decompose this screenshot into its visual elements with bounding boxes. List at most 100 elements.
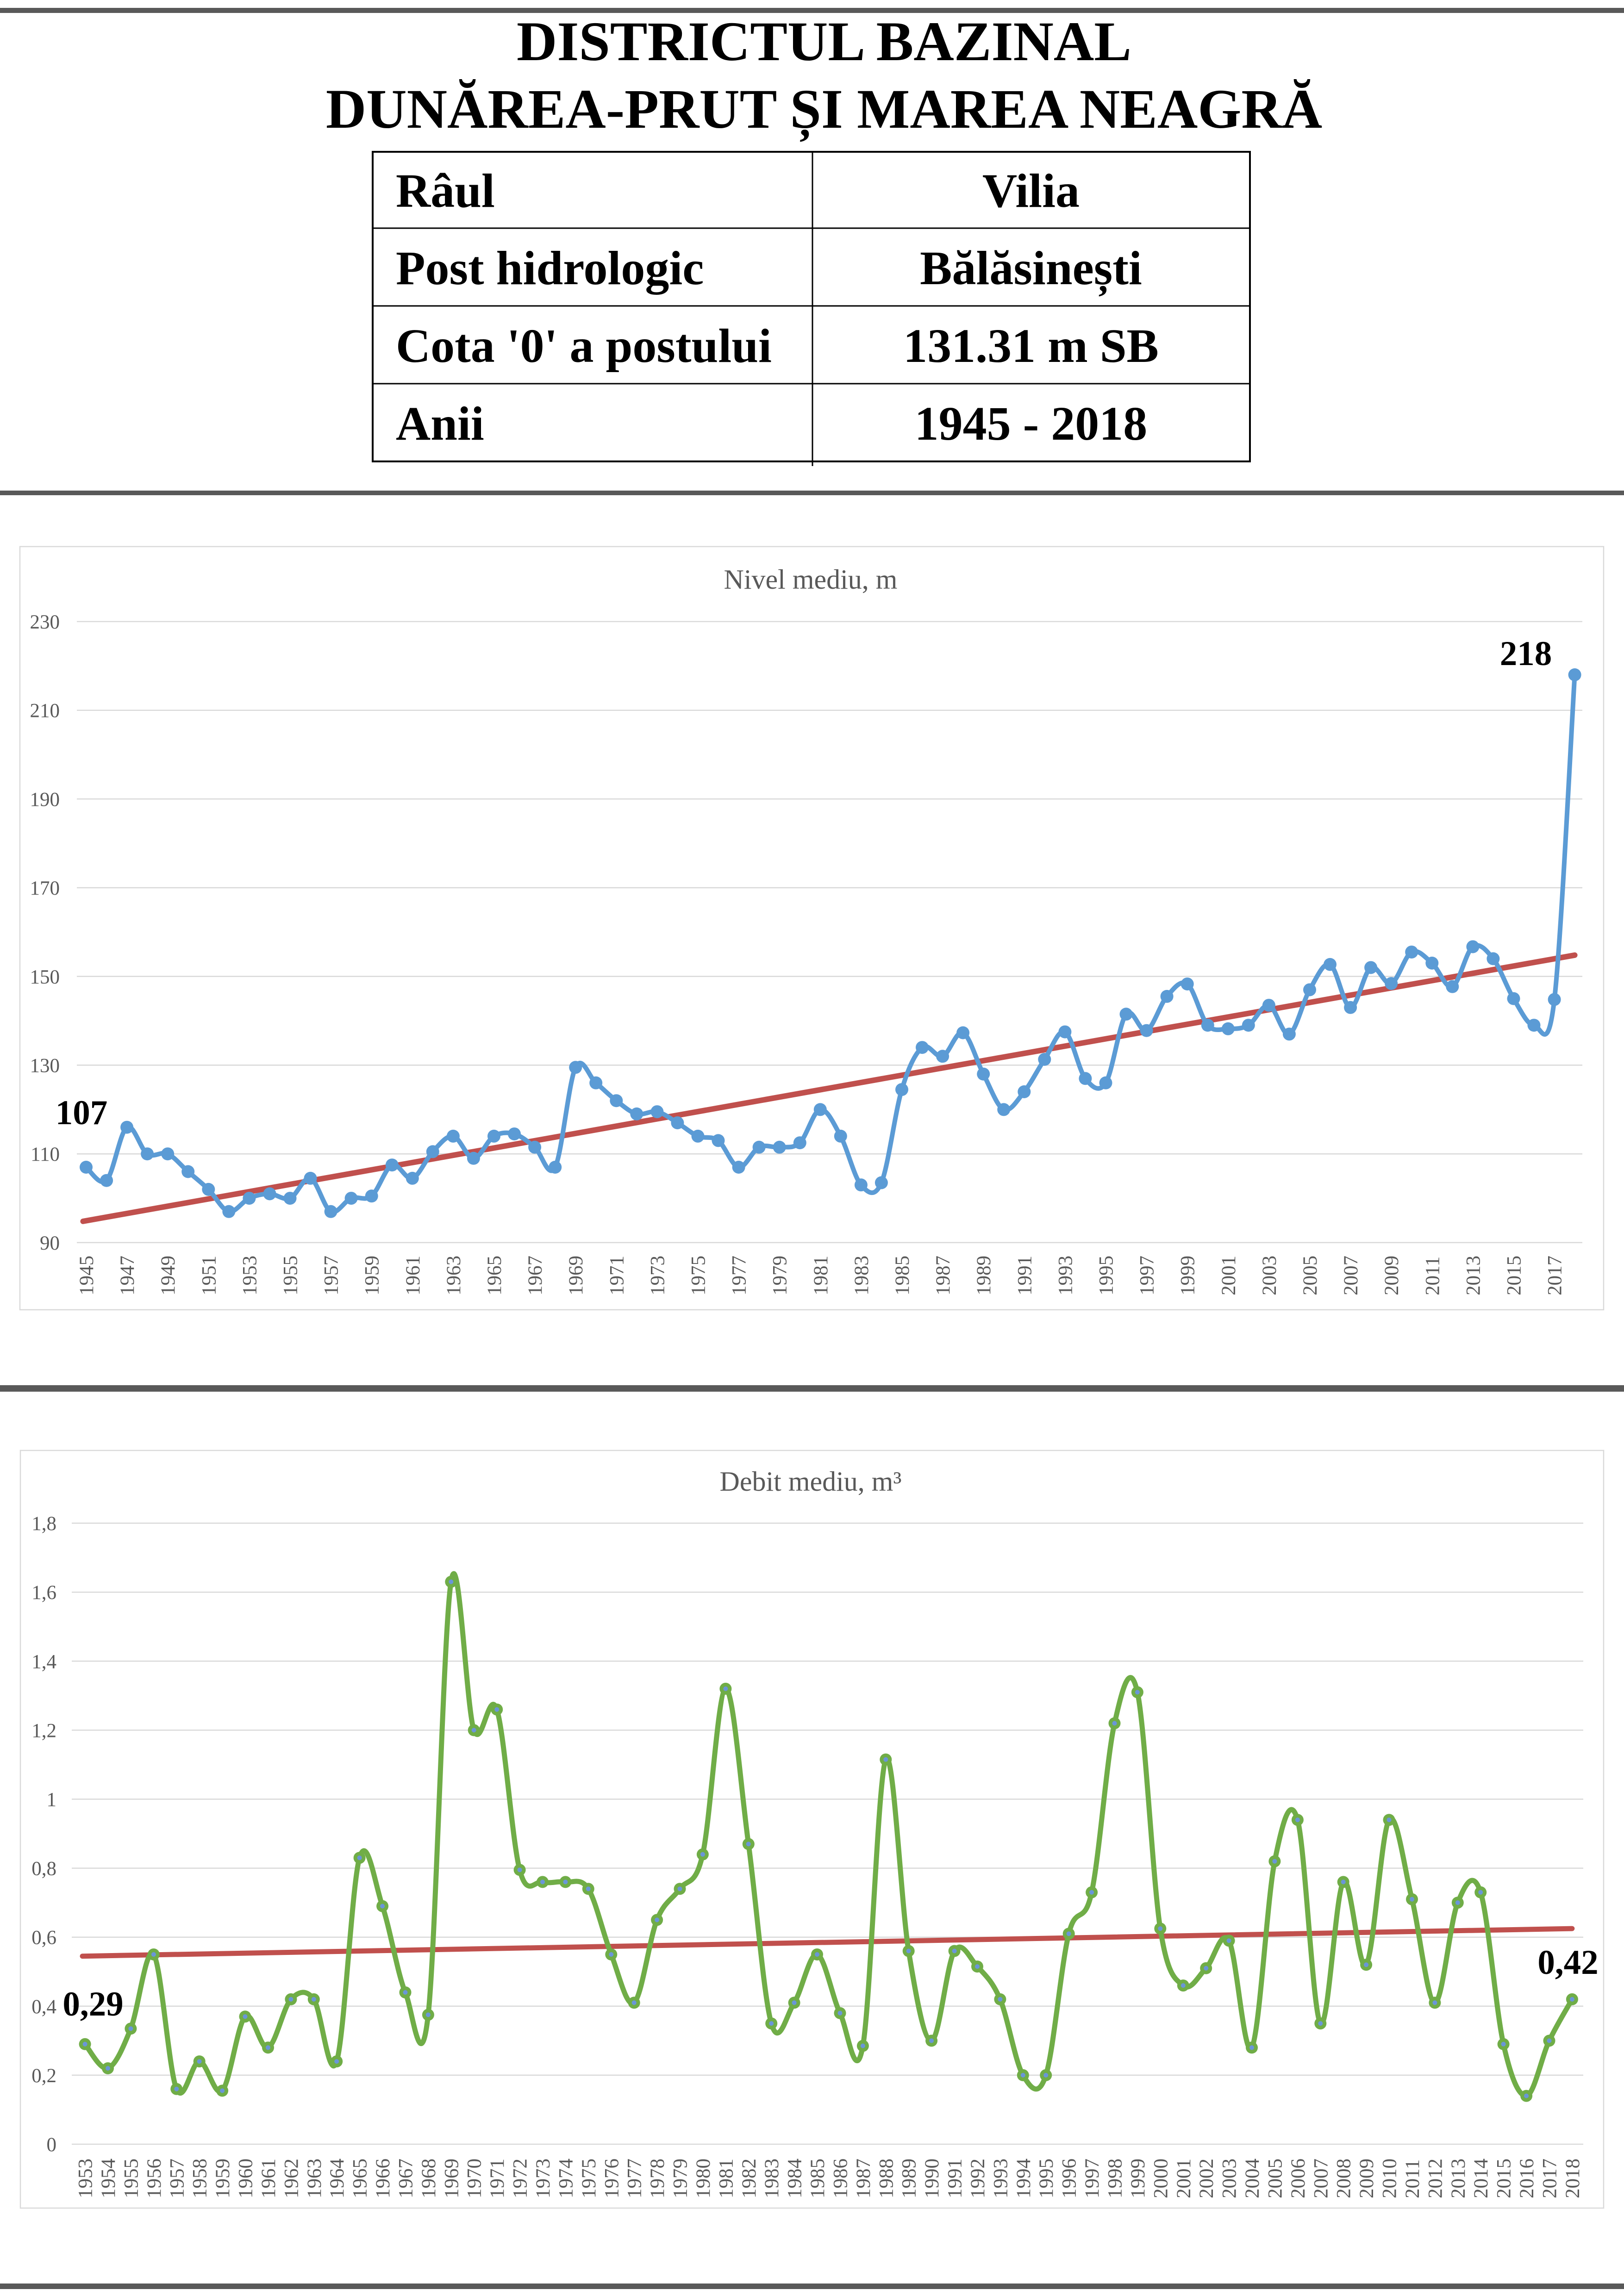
- svg-text:2010: 2010: [1379, 2159, 1401, 2198]
- svg-text:2003: 2003: [1259, 1256, 1280, 1295]
- svg-text:1963: 1963: [443, 1256, 465, 1295]
- svg-text:1996: 1996: [1059, 2159, 1081, 2198]
- svg-text:1975: 1975: [578, 2159, 600, 2198]
- svg-text:1985: 1985: [807, 2159, 829, 2198]
- svg-text:1961: 1961: [402, 1256, 424, 1295]
- svg-text:0: 0: [47, 2134, 57, 2156]
- svg-text:1978: 1978: [647, 2159, 668, 2198]
- svg-text:0,29: 0,29: [62, 1985, 123, 2023]
- svg-text:1983: 1983: [851, 1256, 873, 1295]
- svg-text:1954: 1954: [98, 2159, 119, 2198]
- svg-text:1947: 1947: [117, 1256, 138, 1295]
- svg-text:1995: 1995: [1036, 2159, 1057, 2198]
- svg-text:131.31 m SB: 131.31 m SB: [903, 319, 1159, 373]
- svg-text:2007: 2007: [1340, 1256, 1362, 1295]
- svg-text:1970: 1970: [464, 2159, 486, 2198]
- svg-text:1993: 1993: [990, 2159, 1012, 2198]
- svg-text:1959: 1959: [362, 1256, 383, 1295]
- svg-text:1968: 1968: [418, 2159, 440, 2198]
- svg-text:2007: 2007: [1310, 2159, 1332, 2198]
- svg-text:218: 218: [1500, 635, 1552, 673]
- svg-text:2003: 2003: [1219, 2159, 1241, 2198]
- svg-text:1959: 1959: [212, 2159, 234, 2198]
- svg-text:2013: 2013: [1448, 2159, 1469, 2198]
- svg-text:DISTRICTUL BAZINAL: DISTRICTUL BAZINAL: [517, 11, 1131, 73]
- svg-text:1997: 1997: [1081, 2159, 1103, 2198]
- svg-text:1955: 1955: [120, 2159, 142, 2198]
- svg-text:1973: 1973: [647, 1256, 668, 1295]
- svg-text:2011: 2011: [1422, 1257, 1443, 1295]
- svg-text:1985: 1985: [892, 1256, 913, 1295]
- svg-text:1975: 1975: [688, 1256, 710, 1295]
- svg-text:1958: 1958: [189, 2159, 211, 2198]
- svg-text:1960: 1960: [235, 2159, 257, 2198]
- svg-text:1982: 1982: [738, 2159, 760, 2198]
- svg-text:190: 190: [30, 789, 60, 810]
- svg-text:1969: 1969: [565, 1256, 587, 1295]
- svg-text:1983: 1983: [761, 2159, 783, 2198]
- svg-text:1992: 1992: [967, 2159, 989, 2198]
- svg-text:1986: 1986: [830, 2159, 852, 2198]
- svg-text:1949: 1949: [157, 1256, 179, 1295]
- svg-text:1997: 1997: [1137, 1256, 1158, 1295]
- svg-text:1977: 1977: [624, 2159, 646, 2198]
- svg-text:210: 210: [30, 700, 60, 722]
- svg-text:1994: 1994: [1013, 2159, 1035, 2198]
- svg-text:2006: 2006: [1287, 2159, 1309, 2198]
- svg-text:1969: 1969: [441, 2159, 462, 2198]
- svg-text:1,6: 1,6: [31, 1582, 56, 1604]
- svg-text:2009: 2009: [1381, 1256, 1403, 1295]
- svg-text:1993: 1993: [1055, 1256, 1076, 1295]
- svg-text:1990: 1990: [921, 2159, 943, 2198]
- svg-text:1973: 1973: [532, 2159, 554, 2198]
- svg-text:Debit mediu, m³: Debit mediu, m³: [720, 1466, 902, 1497]
- svg-text:Anii: Anii: [396, 397, 484, 450]
- svg-text:1987: 1987: [853, 2159, 874, 2198]
- svg-text:1972: 1972: [510, 2159, 531, 2198]
- svg-text:170: 170: [30, 877, 60, 899]
- svg-text:1,8: 1,8: [31, 1513, 56, 1535]
- svg-text:0,6: 0,6: [31, 1927, 56, 1949]
- svg-text:1953: 1953: [75, 2159, 97, 2198]
- svg-text:1945 - 2018: 1945 - 2018: [915, 397, 1148, 450]
- svg-text:107: 107: [56, 1094, 108, 1132]
- svg-text:150: 150: [30, 966, 60, 988]
- svg-text:90: 90: [40, 1232, 60, 1254]
- svg-text:1980: 1980: [693, 2159, 714, 2198]
- svg-text:Bălăsinești: Bălăsinești: [920, 242, 1142, 297]
- svg-text:1966: 1966: [372, 2159, 394, 2198]
- svg-text:2001: 2001: [1218, 1256, 1240, 1295]
- svg-text:2017: 2017: [1544, 1256, 1566, 1295]
- svg-text:1979: 1979: [769, 1256, 791, 1295]
- svg-text:1991: 1991: [1014, 1256, 1036, 1295]
- svg-text:2017: 2017: [1539, 2159, 1561, 2198]
- svg-text:DUNĂREA-PRUT ȘI MAREA NEAGRĂ: DUNĂREA-PRUT ȘI MAREA NEAGRĂ: [326, 78, 1322, 142]
- svg-text:2008: 2008: [1333, 2159, 1355, 2198]
- svg-text:1974: 1974: [555, 2159, 577, 2198]
- svg-text:1971: 1971: [487, 2159, 508, 2198]
- svg-text:1945: 1945: [76, 1256, 98, 1295]
- svg-text:1965: 1965: [350, 2159, 371, 2198]
- svg-text:1957: 1957: [166, 2159, 188, 2198]
- svg-text:2000: 2000: [1150, 2159, 1172, 2198]
- svg-text:2015: 2015: [1493, 2159, 1515, 2198]
- svg-text:1: 1: [47, 1789, 57, 1811]
- svg-text:1956: 1956: [144, 2159, 165, 2198]
- svg-text:Nivel mediu, m: Nivel mediu, m: [724, 564, 898, 595]
- svg-text:1999: 1999: [1177, 1256, 1199, 1295]
- svg-text:1979: 1979: [670, 2159, 692, 2198]
- svg-text:1976: 1976: [601, 2159, 623, 2198]
- svg-text:2014: 2014: [1470, 2159, 1492, 2198]
- svg-text:1955: 1955: [280, 1256, 302, 1295]
- svg-text:1991: 1991: [944, 2159, 966, 2198]
- svg-text:2011: 2011: [1402, 2159, 1424, 2198]
- svg-text:2013: 2013: [1462, 1256, 1484, 1295]
- svg-text:Post hidrologic: Post hidrologic: [396, 242, 704, 295]
- svg-text:130: 130: [30, 1055, 60, 1077]
- svg-text:1999: 1999: [1127, 2159, 1149, 2198]
- svg-text:1967: 1967: [525, 1256, 546, 1295]
- svg-text:Râul: Râul: [396, 164, 495, 218]
- svg-text:1963: 1963: [304, 2159, 325, 2198]
- svg-text:1984: 1984: [784, 2159, 806, 2198]
- svg-text:1951: 1951: [198, 1256, 220, 1295]
